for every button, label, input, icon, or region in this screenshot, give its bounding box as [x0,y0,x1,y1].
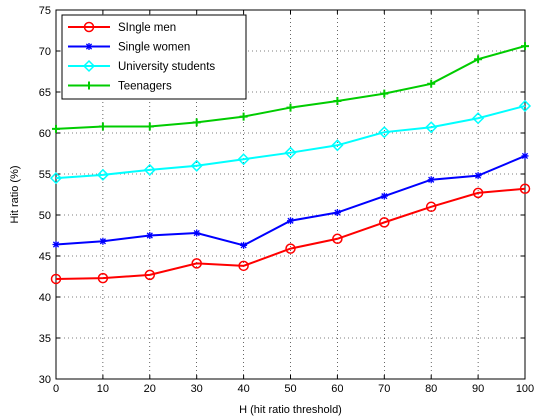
y-tick-label: 60 [39,128,51,140]
legend-swatch-marker [83,21,95,33]
data-point [50,273,62,285]
data-point [284,146,297,159]
x-tick-label: 10 [97,383,109,395]
legend-label: Teenagers [118,81,172,93]
data-point [191,258,202,269]
y-tick-label: 30 [39,374,51,386]
data-point [96,168,109,181]
data-point [474,55,483,64]
data-point [143,163,156,176]
data-point [49,172,63,185]
data-point [333,209,341,217]
legend-item: SIngle men [68,21,176,34]
x-axis-title: H (hit ratio threshold) [239,404,342,416]
data-point [192,118,201,127]
data-point [427,176,435,184]
data-point [239,112,248,121]
data-point [98,122,107,131]
legend-label: SIngle men [118,22,176,34]
x-tick-label: 90 [472,383,484,395]
data-point [237,153,250,166]
data-point [287,217,294,225]
data-point [519,183,531,195]
y-tick-label: 55 [39,169,51,181]
y-tick-label: 75 [39,5,51,17]
data-point [472,187,484,199]
data-point [99,237,107,245]
data-point [193,229,201,237]
x-tick-label: 70 [378,383,390,395]
data-point [518,99,532,113]
y-axis-title: Hit ratio (%) [9,165,21,223]
y-tick-label: 50 [39,210,51,222]
x-tick-label: 20 [144,383,156,395]
legend-item: Single women [68,42,190,54]
data-point [238,260,249,272]
series-line [55,187,526,280]
y-tick-label: 45 [39,251,51,263]
series-2 [52,152,529,249]
data-point [378,126,391,139]
data-point [379,217,390,228]
y-tick-label: 35 [39,333,51,345]
series-group [49,42,532,285]
data-point [285,243,296,254]
legend-swatch-marker [85,43,93,50]
data-point [332,233,343,245]
series-line [55,104,526,180]
data-point [474,172,482,180]
data-point [380,89,389,98]
legend-item: Teenagers [68,81,172,93]
series-3 [49,99,532,185]
series-4 [52,42,529,133]
x-tick-label: 60 [331,383,343,395]
data-point [521,152,529,160]
axis-ticks: 0 10 20 30 40 50 60 70 80 90 100 30 35 40 45 50 55 60 65 70… [39,5,534,395]
legend: SIngle men Single women University student… [61,14,247,100]
x-tick-label: 80 [425,383,437,395]
x-tick-label: 0 [53,383,59,395]
data-point [380,192,388,200]
x-tick-label: 40 [237,383,249,395]
data-point [425,201,437,213]
data-point [146,232,154,239]
x-tick-label: 100 [516,383,534,395]
data-point [331,139,344,152]
data-point [240,241,248,249]
data-point [190,159,203,172]
data-point [97,272,109,284]
y-tick-label: 40 [39,292,51,304]
data-point [52,124,60,133]
series-1 [50,183,531,285]
y-tick-label: 70 [39,46,51,58]
legend-swatch-marker [85,81,93,90]
data-point [333,97,342,106]
data-point [144,269,156,281]
legend-item: University students [68,59,215,73]
legend-label: Single women [118,42,190,54]
legend-label: University students [118,61,215,73]
data-point [425,121,438,134]
x-tick-label: 30 [191,383,203,395]
data-point [427,79,436,88]
data-point [145,122,154,131]
data-point [52,241,60,249]
legend-swatch-marker [82,59,96,73]
y-tick-label: 65 [39,87,51,99]
data-point [472,112,485,125]
data-point [521,42,529,51]
data-point [286,103,295,112]
x-tick-label: 50 [284,383,296,395]
